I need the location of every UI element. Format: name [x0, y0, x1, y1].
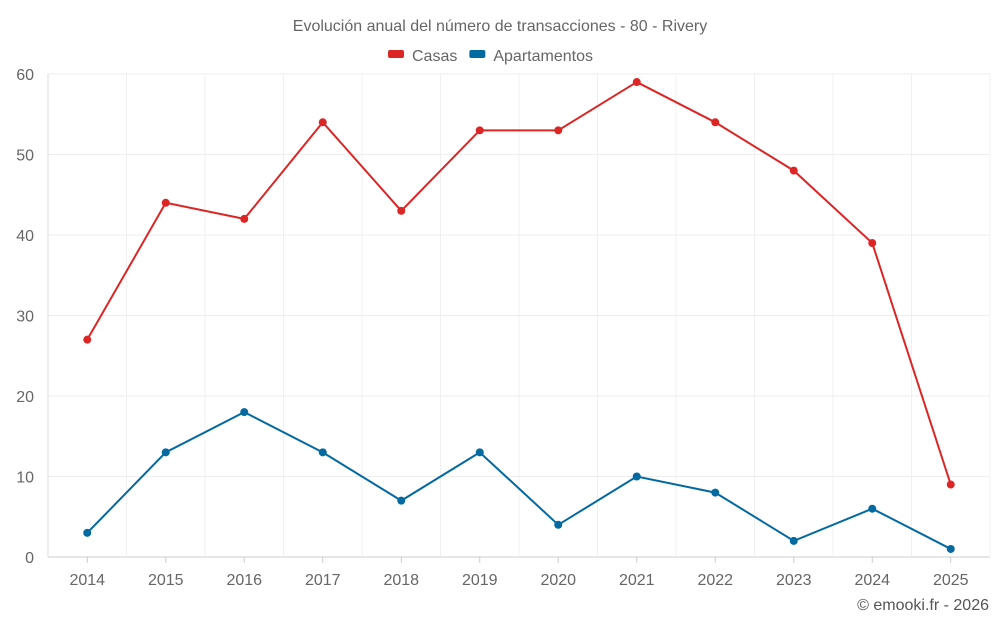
- x-tick-label: 2020: [540, 572, 576, 589]
- y-tick-label: 60: [16, 67, 34, 84]
- data-point: [475, 126, 484, 135]
- series-line-apartamentos: [86, 410, 952, 550]
- chart-title: Evolución anual del número de transaccio…: [293, 18, 707, 35]
- data-point: [240, 408, 249, 417]
- legend-label-casas: Casas: [412, 48, 457, 65]
- data-point: [397, 206, 406, 215]
- series: [83, 78, 955, 553]
- credit-text: © emooki.fr - 2026: [857, 597, 989, 614]
- x-tick-label: 2025: [933, 572, 969, 589]
- legend-swatch-apartamentos: [469, 50, 486, 58]
- legend: Casas Apartamentos: [388, 48, 593, 65]
- data-point: [554, 126, 563, 135]
- y-tick-label: 50: [16, 148, 34, 165]
- data-point: [161, 448, 170, 457]
- data-point: [83, 335, 92, 344]
- data-point: [711, 488, 720, 497]
- y-tick-label: 0: [25, 550, 34, 567]
- x-tick-label: 2022: [697, 572, 733, 589]
- x-tick-label: 2014: [69, 572, 105, 589]
- data-point: [475, 448, 484, 457]
- data-point: [83, 528, 92, 537]
- x-tick-label: 2021: [619, 572, 655, 589]
- x-tick-label: 2015: [148, 572, 184, 589]
- x-tick-label: 2019: [462, 572, 498, 589]
- data-point: [161, 198, 170, 207]
- data-point: [789, 536, 798, 545]
- legend-swatch-casas: [388, 50, 404, 58]
- x-tick-label: 2017: [305, 572, 341, 589]
- data-point: [554, 520, 563, 529]
- y-tick-label: 40: [16, 228, 34, 245]
- data-point: [632, 472, 641, 481]
- data-point: [318, 118, 327, 127]
- x-tick-label: 2023: [776, 572, 812, 589]
- grid: [47, 73, 991, 558]
- data-point: [632, 78, 641, 87]
- x-tick-label: 2018: [383, 572, 419, 589]
- data-point: [318, 448, 327, 457]
- x-tick-label: 2024: [854, 572, 890, 589]
- data-point: [711, 118, 720, 127]
- legend-label-apartamentos: Apartamentos: [493, 48, 593, 65]
- data-point: [868, 504, 877, 513]
- data-point: [946, 480, 955, 489]
- series-apartamentos: [83, 408, 955, 553]
- series-casas: [83, 78, 955, 489]
- y-tick-label: 30: [16, 309, 34, 326]
- data-point: [868, 239, 877, 248]
- data-point: [789, 166, 798, 175]
- y-tick-label: 20: [16, 389, 34, 406]
- data-point: [240, 214, 249, 223]
- series-line-casas: [86, 80, 952, 485]
- data-point: [397, 496, 406, 505]
- x-tick-label: 2016: [226, 572, 262, 589]
- y-tick-label: 10: [16, 470, 34, 487]
- axes: 0 10 20 30 40 50 60 2014 2015 2016 2017 2018 2019 202…: [16, 67, 968, 589]
- data-point: [946, 544, 955, 553]
